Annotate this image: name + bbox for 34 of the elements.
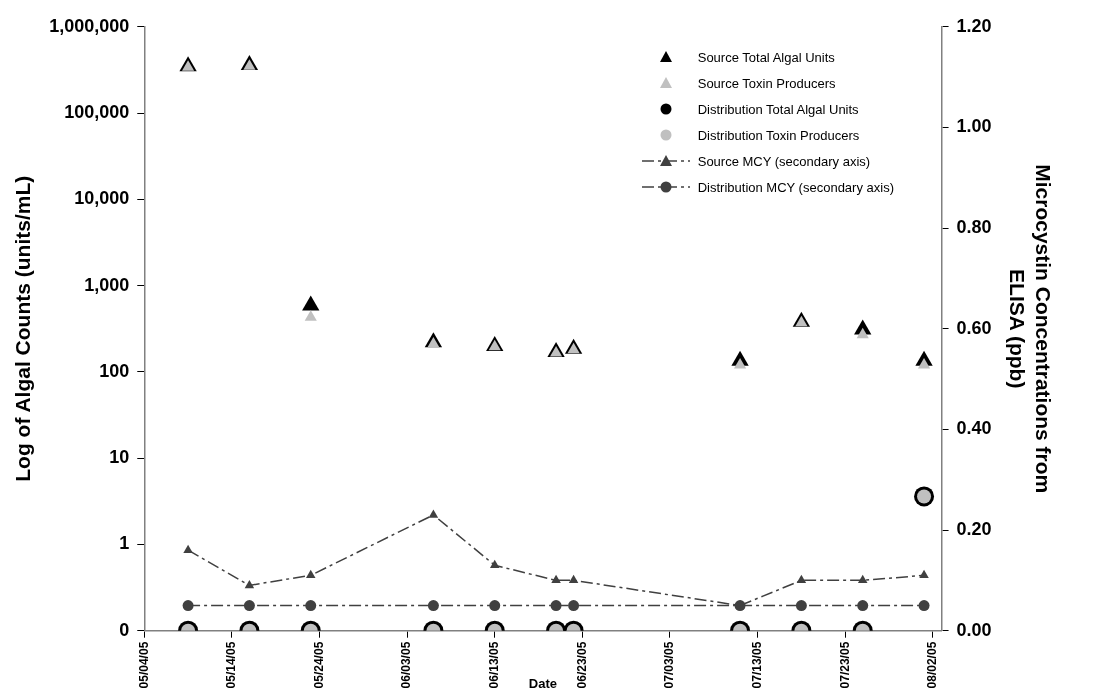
x-tick-label: 05/24/05 bbox=[311, 641, 326, 689]
y2-tick-label: 0.80 bbox=[956, 217, 992, 238]
y-tick-label: 100 bbox=[99, 360, 130, 381]
y2-tick-label: 0.20 bbox=[956, 519, 992, 540]
x-tick-label: 05/14/05 bbox=[224, 641, 239, 689]
x-tick-label: 06/03/05 bbox=[399, 641, 414, 689]
legend-label: Distribution MCY (secondary axis) bbox=[697, 179, 894, 195]
legend-label: Source Toxin Producers bbox=[697, 75, 836, 91]
x-tick-label: 07/03/05 bbox=[662, 641, 677, 689]
y2-tick-label: 0.60 bbox=[956, 317, 992, 338]
y2-tick-label: 0.40 bbox=[956, 418, 992, 439]
legend-label: Source Total Algal Units bbox=[697, 49, 835, 65]
x-tick-label: 07/23/05 bbox=[837, 641, 852, 689]
y-tick-label: 0 bbox=[119, 619, 130, 640]
y-tick-label: 1,000 bbox=[84, 274, 130, 295]
legend-label: Distribution Toxin Producers bbox=[697, 127, 860, 143]
y-tick-label: 10 bbox=[109, 447, 130, 468]
legend-label: Distribution Total Algal Units bbox=[697, 101, 859, 117]
y2-tick-label: 1.20 bbox=[956, 15, 992, 36]
x-tick-label: 08/02/05 bbox=[925, 641, 940, 689]
y-tick-label: 100,000 bbox=[64, 102, 130, 123]
x-tick-label: 07/13/05 bbox=[749, 641, 764, 689]
y-tick-label: 1,000,000 bbox=[49, 15, 130, 36]
legend-label: Source MCY (secondary axis) bbox=[697, 153, 871, 169]
y-tick-label: 10,000 bbox=[74, 188, 130, 209]
x-tick-label: 06/23/05 bbox=[574, 641, 589, 689]
y2-tick-label: 0.00 bbox=[956, 619, 992, 640]
y-axis-title: Log of Algal Counts (units/mL) bbox=[11, 175, 35, 482]
y2-tick-label: 1.00 bbox=[956, 116, 992, 137]
x-tick-label: 06/13/05 bbox=[487, 641, 502, 689]
y2-axis-title: Microcystin Concentrations from ELISA (ppb) bbox=[1006, 164, 1055, 494]
x-tick-label: 05/04/05 bbox=[136, 641, 151, 689]
x-axis-title: Date bbox=[528, 675, 558, 691]
y-tick-label: 1 bbox=[119, 533, 130, 554]
